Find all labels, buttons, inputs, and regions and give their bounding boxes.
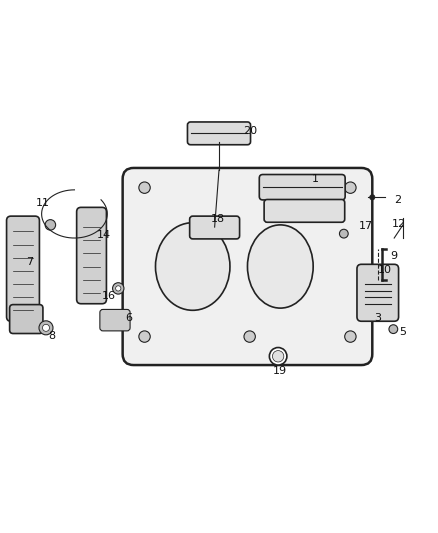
Circle shape bbox=[244, 331, 255, 342]
Text: 20: 20 bbox=[244, 126, 258, 136]
Circle shape bbox=[116, 286, 121, 291]
Text: 8: 8 bbox=[48, 330, 55, 341]
Ellipse shape bbox=[155, 223, 230, 310]
Text: 9: 9 bbox=[391, 251, 398, 261]
FancyBboxPatch shape bbox=[10, 304, 43, 334]
Text: 7: 7 bbox=[26, 257, 33, 267]
FancyBboxPatch shape bbox=[123, 168, 372, 365]
Text: 18: 18 bbox=[211, 214, 225, 224]
Text: 6: 6 bbox=[126, 313, 133, 323]
Text: 5: 5 bbox=[399, 327, 406, 337]
Ellipse shape bbox=[247, 225, 313, 308]
Circle shape bbox=[272, 351, 284, 362]
Circle shape bbox=[345, 182, 356, 193]
Text: 2: 2 bbox=[394, 195, 401, 205]
Text: 10: 10 bbox=[378, 265, 392, 275]
FancyBboxPatch shape bbox=[357, 264, 399, 321]
Circle shape bbox=[370, 195, 375, 200]
Text: 16: 16 bbox=[102, 291, 116, 301]
Circle shape bbox=[345, 331, 356, 342]
Text: 11: 11 bbox=[36, 198, 50, 208]
Circle shape bbox=[139, 182, 150, 193]
FancyBboxPatch shape bbox=[190, 216, 240, 239]
Text: 3: 3 bbox=[374, 313, 381, 323]
FancyBboxPatch shape bbox=[7, 216, 39, 321]
FancyBboxPatch shape bbox=[264, 199, 345, 222]
Circle shape bbox=[389, 325, 398, 334]
Text: 19: 19 bbox=[272, 366, 286, 376]
Text: 14: 14 bbox=[97, 230, 111, 240]
Circle shape bbox=[139, 331, 150, 342]
Circle shape bbox=[45, 220, 56, 230]
Circle shape bbox=[42, 324, 49, 332]
Circle shape bbox=[39, 321, 53, 335]
Circle shape bbox=[113, 282, 124, 294]
Text: 17: 17 bbox=[359, 221, 373, 231]
FancyBboxPatch shape bbox=[77, 207, 106, 304]
FancyBboxPatch shape bbox=[259, 174, 345, 200]
Text: 12: 12 bbox=[392, 219, 406, 229]
FancyBboxPatch shape bbox=[187, 122, 251, 145]
Circle shape bbox=[269, 348, 287, 365]
Circle shape bbox=[339, 229, 348, 238]
FancyBboxPatch shape bbox=[100, 310, 130, 331]
Text: 1: 1 bbox=[312, 174, 319, 184]
